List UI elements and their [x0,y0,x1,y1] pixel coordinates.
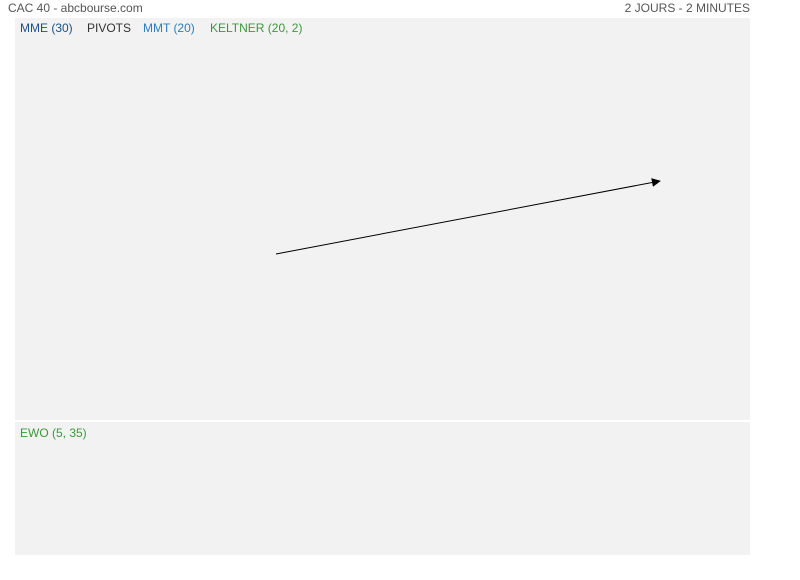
legend-mmt: MMT (20) [143,21,195,35]
legend-keltner: KELTNER (20, 2) [210,21,302,35]
trend-arrow [275,178,661,255]
legend-mme: MME (30) [20,21,73,35]
main-plot [15,18,750,420]
legend-pivots: PIVOTS [87,21,131,35]
ewo-title: EWO (5, 35) [20,426,87,440]
chart-subtitle: 2 JOURS - 2 MINUTES [625,1,750,15]
chart-title: CAC 40 - abcbourse.com [8,1,143,15]
ewo-plot [15,422,750,555]
